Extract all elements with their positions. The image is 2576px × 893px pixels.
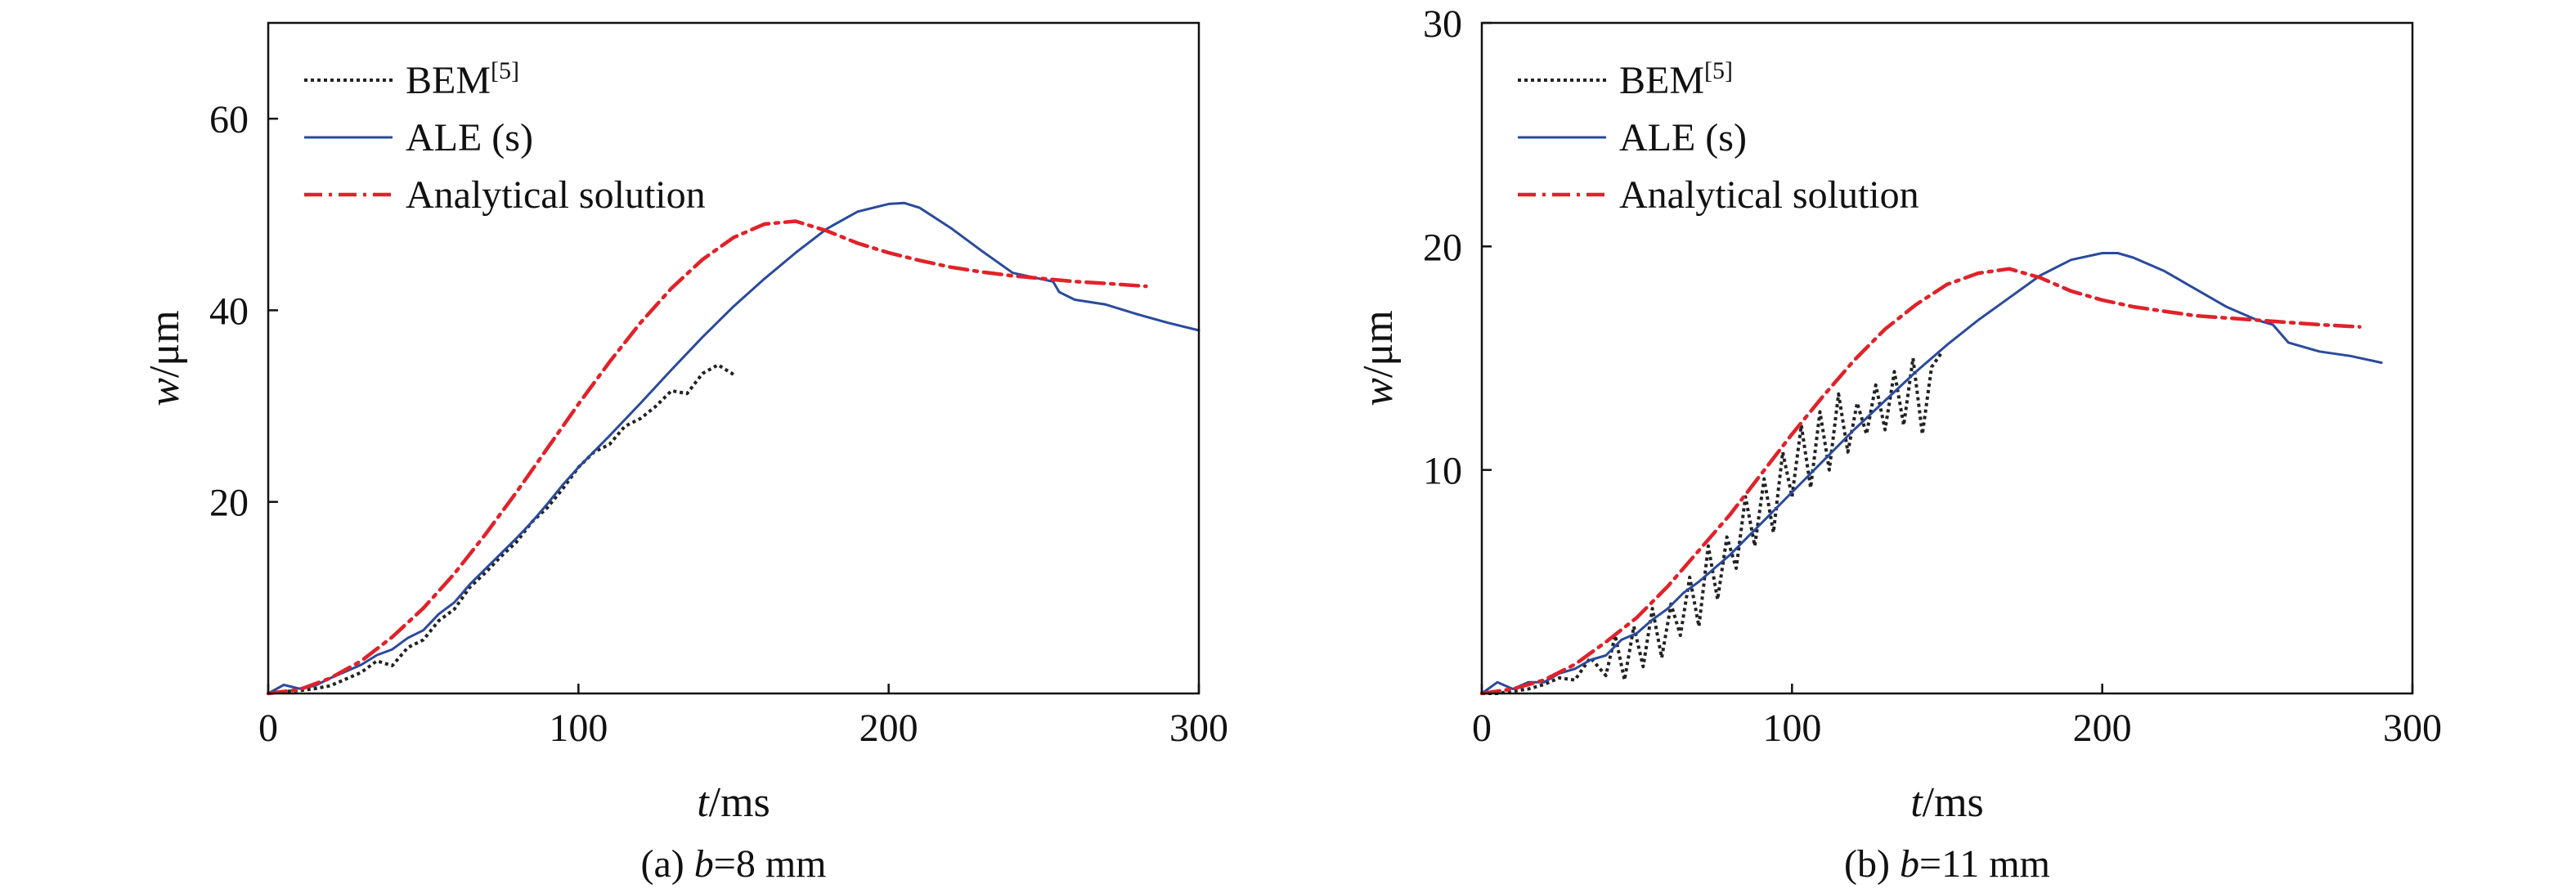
plot-frame xyxy=(1480,21,2414,695)
figure-caption: (b) b=11 mm xyxy=(1844,842,2050,886)
series-line-dashdot xyxy=(266,219,1148,696)
y-tick-label: 10 xyxy=(1423,450,1462,493)
chart-panel-b: 0 100 200 300 10 20 30 t/ms w/μm BEM[5] ALE (s) Ana… xyxy=(1355,2,2442,886)
figure-caption: (a) b=8 mm xyxy=(640,842,826,886)
y-tick-label: 40 xyxy=(209,289,249,333)
plot-frame xyxy=(267,21,1200,695)
legend-label: ALE (s) xyxy=(406,116,533,159)
y-tick-label: 20 xyxy=(1423,226,1462,269)
x-axis-title: t/ms xyxy=(1910,779,1984,826)
y-axis-title: w/μm xyxy=(1355,310,1402,406)
series-line-dashdot xyxy=(1479,267,2362,696)
x-tick-label: 0 xyxy=(1472,707,1492,750)
legend-label: Analytical solution xyxy=(406,173,706,217)
legend: BEM[5] ALE (s) Analytical solution xyxy=(304,57,706,217)
x-tick-label: 200 xyxy=(2073,707,2132,750)
legend-label: ALE (s) xyxy=(1619,116,1747,159)
chart-panel-a: 0 100 200 300 20 40 60 t/ms w/μm BEM[5] ALE (s) Ana… xyxy=(141,21,1228,886)
legend-label: Analytical solution xyxy=(1619,173,1919,217)
legend-label: BEM[5] xyxy=(406,57,519,102)
series-line-solid xyxy=(1480,252,2383,695)
y-tick-label: 20 xyxy=(209,482,249,525)
x-axis-title: t/ms xyxy=(697,779,770,826)
x-tick-label: 100 xyxy=(1762,707,1821,750)
series-line-dotted xyxy=(267,363,735,695)
x-tick-label: 0 xyxy=(258,707,278,750)
x-tick-label: 300 xyxy=(2383,707,2442,750)
legend: BEM[5] ALE (s) Analytical solution xyxy=(1518,57,1919,217)
legend-label: BEM[5] xyxy=(1619,57,1733,102)
series-line-dotted xyxy=(1482,352,1943,695)
x-tick-label: 200 xyxy=(859,707,918,750)
y-axis-title: w/μm xyxy=(141,310,188,406)
y-tick-label: 60 xyxy=(209,98,249,141)
x-tick-label: 100 xyxy=(549,707,608,750)
x-tick-label: 300 xyxy=(1169,707,1228,750)
series-line-solid xyxy=(267,201,1200,695)
y-tick-label: 30 xyxy=(1423,2,1462,46)
